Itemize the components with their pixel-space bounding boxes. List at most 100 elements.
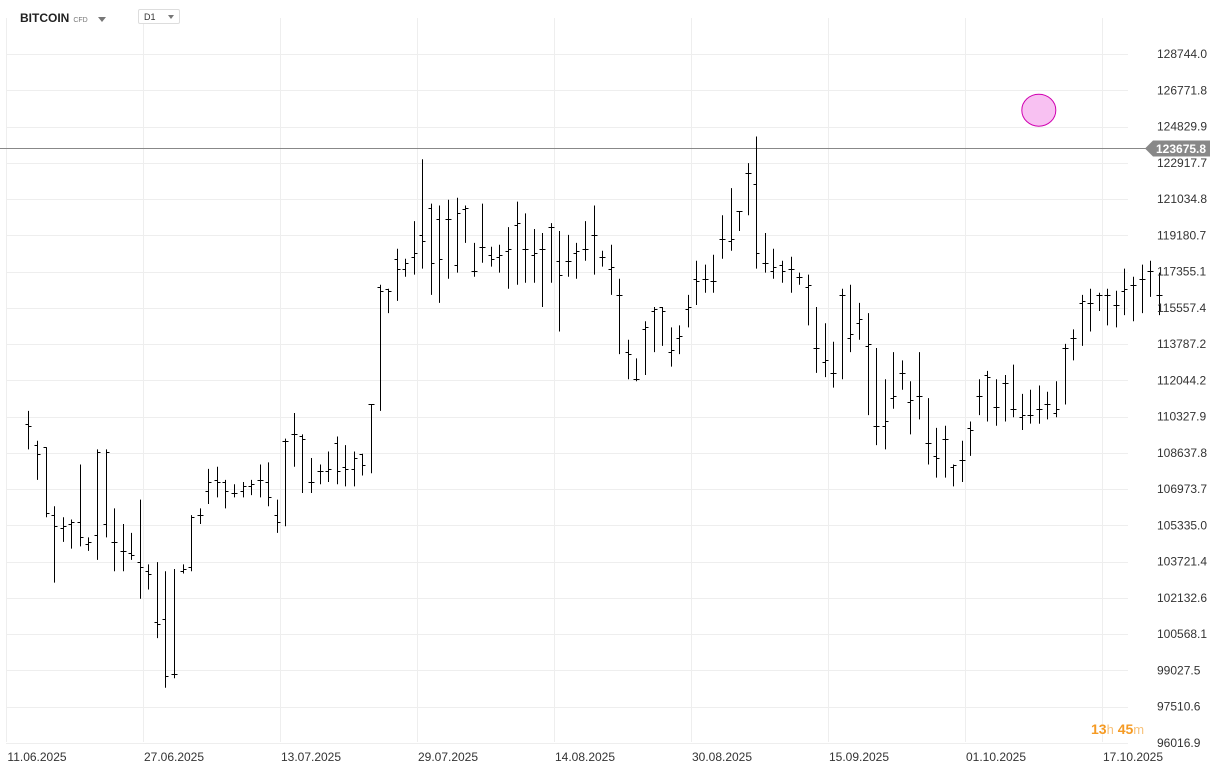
ohlc-bar xyxy=(51,506,58,583)
symbol-suffix: CFD xyxy=(73,17,88,24)
ohlc-bar xyxy=(873,347,880,446)
ohlc-bar xyxy=(180,564,187,574)
ohlc-bar xyxy=(959,440,966,483)
ohlc-bar xyxy=(103,449,110,538)
symbol-selector[interactable]: BITCOIN CFD xyxy=(20,11,106,25)
ohlc-bar xyxy=(1070,329,1077,361)
ohlc-bar xyxy=(539,232,546,307)
ohlc-bar xyxy=(394,248,401,301)
ohlc-bar xyxy=(60,517,67,542)
price-tick-label: 115557.4 xyxy=(1157,301,1206,315)
ohlc-bar xyxy=(222,479,229,509)
ohlc-bar xyxy=(702,264,709,293)
ohlc-bar xyxy=(325,451,332,483)
ohlc-bar xyxy=(137,499,144,599)
timeframe-label: D1 xyxy=(144,11,156,22)
price-tick-label: 121034.8 xyxy=(1157,192,1207,206)
ohlc-bar xyxy=(43,447,50,518)
ohlc-bar xyxy=(762,232,769,273)
date-tick-label: 30.08.2025 xyxy=(692,750,752,764)
ohlc-bar xyxy=(1121,268,1128,316)
ohlc-bar xyxy=(676,325,683,355)
ohlc-bar xyxy=(608,244,615,295)
candle-countdown: 13h 45m xyxy=(1091,721,1144,737)
ohlc-bar xyxy=(377,284,384,411)
ohlc-bar xyxy=(1104,288,1111,326)
price-tick-label: 102132.6 xyxy=(1157,591,1207,605)
ohlc-bar xyxy=(933,427,940,478)
ohlc-bar xyxy=(659,306,666,346)
ohlc-bar xyxy=(197,508,204,524)
ohlc-bar xyxy=(94,449,101,560)
timeframe-selector[interactable]: D1 xyxy=(138,9,180,24)
ohlc-bar xyxy=(111,508,118,572)
price-tick-label: 105335.0 xyxy=(1157,518,1207,532)
ohlc-bar xyxy=(753,136,760,269)
price-tick-label: 128744.0 xyxy=(1157,47,1207,61)
price-tag-shape xyxy=(1145,140,1210,157)
ohlc-bar xyxy=(291,412,298,467)
ohlc-bar xyxy=(1044,391,1051,420)
ohlc-bar xyxy=(976,379,983,416)
ohlc-bar xyxy=(265,462,272,507)
ohlc-bar xyxy=(993,379,1000,426)
ohlc-bar xyxy=(685,294,692,328)
ohlc-bar xyxy=(505,227,512,289)
date-tick-label: 13.07.2025 xyxy=(281,750,341,764)
date-tick-label: 01.10.2025 xyxy=(966,750,1026,764)
price-tick-label: 99027.5 xyxy=(1157,663,1201,677)
ohlc-bar xyxy=(693,260,700,305)
ohlc-bar xyxy=(334,436,341,485)
ohlc-bar xyxy=(85,537,92,551)
ohlc-bar xyxy=(145,564,152,590)
ohlc-bar xyxy=(342,445,349,487)
ohlc-bar xyxy=(240,482,247,498)
ohlc-bar xyxy=(1113,290,1120,328)
ohlc-bar xyxy=(454,197,461,273)
ohlc-bar xyxy=(942,425,949,478)
ohlc-bar xyxy=(916,352,923,420)
ohlc-bar xyxy=(813,306,820,373)
ohlc-bar xyxy=(1002,375,1009,422)
ohlc-bar xyxy=(274,499,281,533)
ohlc-bar xyxy=(882,379,889,450)
ohlc-bar xyxy=(899,360,906,390)
ohlc-bar xyxy=(1130,276,1137,322)
current-price-tag: 123675.8 xyxy=(1145,140,1210,157)
price-tick-label: 126771.8 xyxy=(1157,83,1207,97)
price-tick-label: 112044.2 xyxy=(1157,373,1206,387)
ohlc-bar xyxy=(1156,272,1163,316)
ohlc-bar xyxy=(1096,292,1103,312)
ohlc-bar xyxy=(308,458,315,493)
ohlc-bar xyxy=(471,242,478,277)
price-tick-label: 122917.7 xyxy=(1157,156,1207,170)
ohlc-bar xyxy=(299,434,306,493)
ohlc-bar xyxy=(710,254,717,293)
ohlc-bar xyxy=(1010,364,1017,418)
chart-toolbar: BITCOIN CFD D1 xyxy=(0,0,1218,34)
price-tick-label: 108637.8 xyxy=(1157,446,1207,460)
ohlc-bar xyxy=(411,221,418,275)
ohlc-bar xyxy=(822,323,829,378)
ohlc-bar xyxy=(188,515,195,572)
ohlc-bar xyxy=(779,260,786,283)
ohlc-bar xyxy=(736,211,743,231)
ohlc-bar xyxy=(830,341,837,388)
ohlc-bar xyxy=(257,464,264,498)
highlight-circle xyxy=(1021,93,1057,127)
ohlc-bar xyxy=(171,568,178,679)
date-tick-label: 17.10.2025 xyxy=(1103,750,1163,764)
ohlc-bar xyxy=(668,327,675,367)
ohlc-bar xyxy=(479,203,486,263)
price-tick-label: 119180.7 xyxy=(1157,228,1206,242)
ohlc-bar xyxy=(445,199,452,279)
ohlc-bar xyxy=(231,484,238,498)
symbol-name: BITCOIN xyxy=(20,11,70,25)
ohlc-bar xyxy=(1087,288,1094,332)
price-tick-label: 97510.6 xyxy=(1157,700,1201,714)
ohlc-bar xyxy=(385,288,392,314)
timer-hours-unit: h xyxy=(1106,722,1114,737)
ohlc-bar xyxy=(599,250,606,267)
ohlc-bar xyxy=(162,571,169,688)
